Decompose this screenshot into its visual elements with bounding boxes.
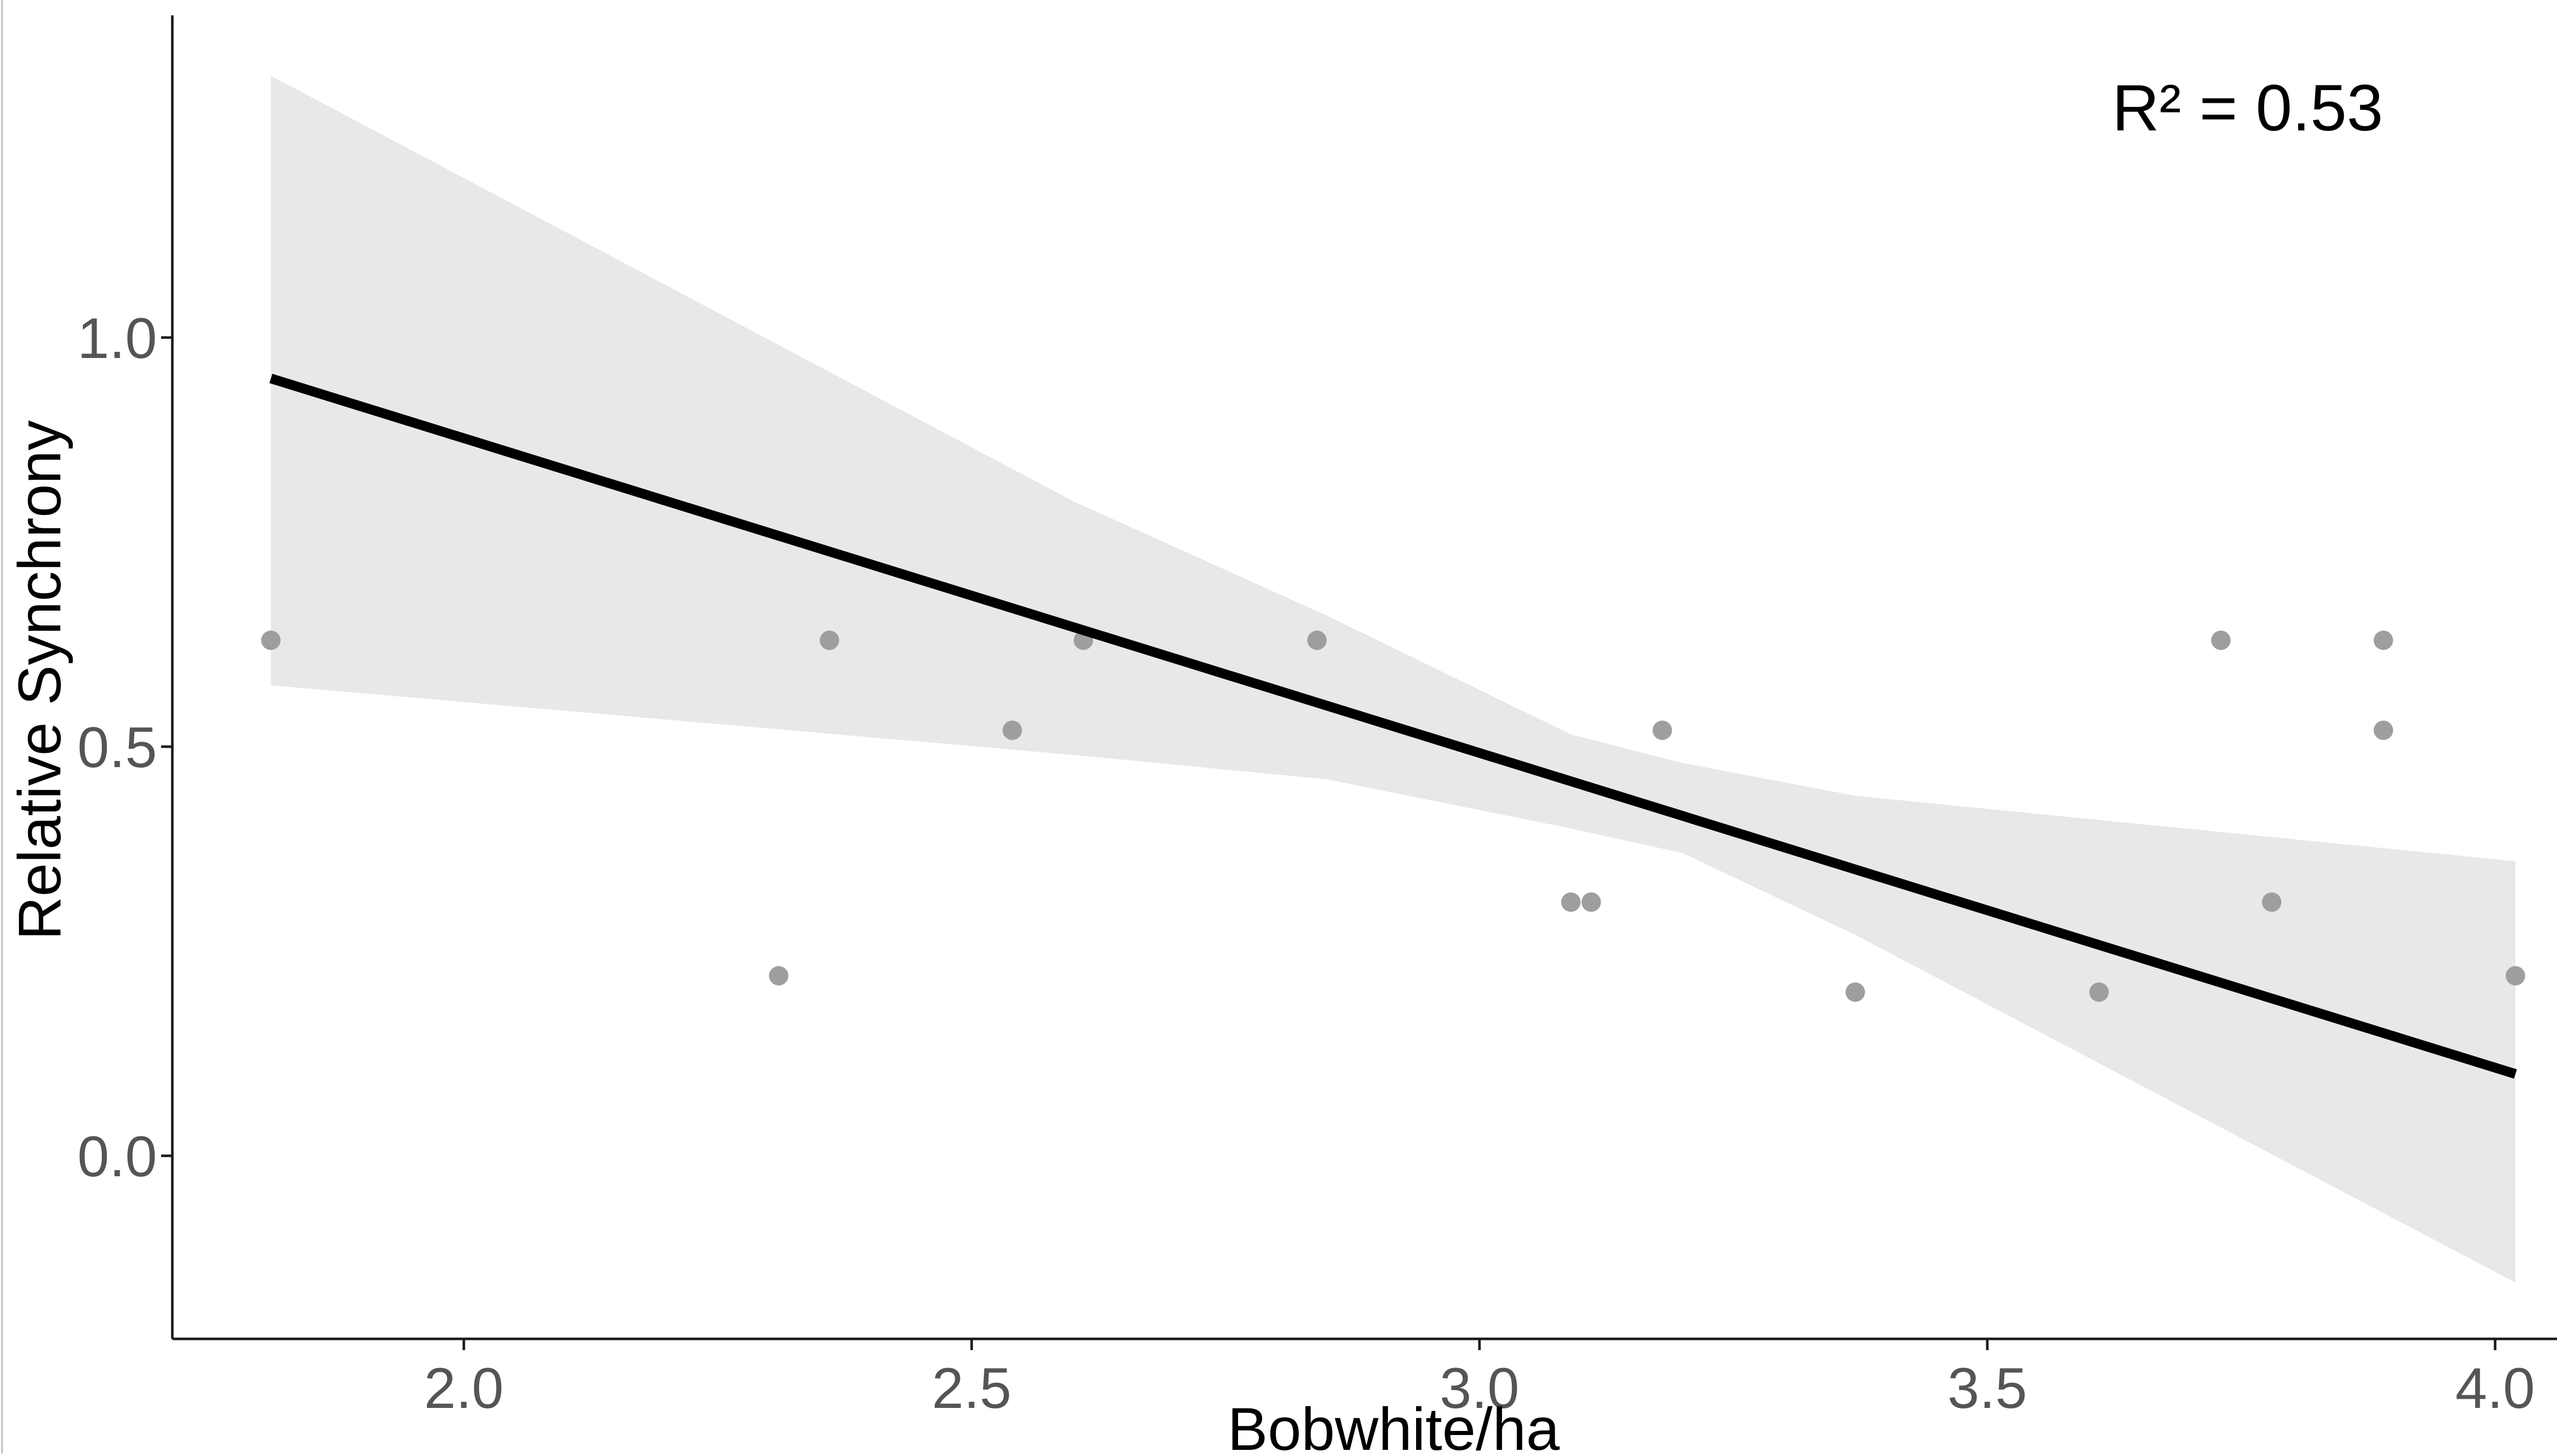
data-point-7 — [1561, 892, 1581, 912]
x-tick-label-2.5: 2.5 — [932, 1356, 1012, 1420]
x-tick-label-3.0: 3.0 — [1440, 1356, 1519, 1420]
data-point-4 — [1002, 721, 1022, 740]
y-tick-label-1.0: 1.0 — [77, 306, 157, 370]
x-tick-label-2.0: 2.0 — [424, 1356, 504, 1420]
data-point-13 — [2262, 892, 2282, 912]
data-point-16 — [2505, 966, 2525, 985]
data-point-2 — [769, 966, 789, 985]
data-point-1 — [261, 631, 281, 650]
x-tick-label-3.5: 3.5 — [1947, 1356, 2027, 1420]
regression-line — [269, 373, 2517, 1079]
data-point-14 — [2373, 631, 2393, 650]
x-axis-label: Bobwhite/ha — [1227, 1396, 1560, 1453]
data-point-9 — [1652, 721, 1672, 740]
fit-line-layer — [269, 373, 2517, 1079]
data-point-12 — [2211, 631, 2231, 650]
confidence-band-layer — [271, 76, 2516, 1283]
y-tick-label-0.5: 0.5 — [77, 715, 157, 779]
data-point-10 — [1845, 982, 1865, 1002]
r-squared-annotation: R² = 0.53 — [2112, 72, 2383, 145]
axes-layer: 2.0 2.5 3.0 3.5 4.0 0.0 0.5 1.0 — [77, 15, 2557, 1420]
confidence-band — [271, 76, 2516, 1283]
data-point-3 — [819, 631, 839, 650]
y-axis-label: Relative Synchrony — [6, 420, 74, 940]
data-point-11 — [2089, 982, 2109, 1002]
data-point-6 — [1307, 631, 1327, 650]
data-point-15 — [2373, 721, 2393, 740]
x-tick-label-4.0: 4.0 — [2455, 1356, 2535, 1420]
labels-layer: R² = 0.53 Bobwhite/ha Relative Synchrony — [6, 72, 2383, 1456]
data-point-8 — [1581, 892, 1601, 912]
y-tick-label-0.0: 0.0 — [77, 1125, 157, 1189]
